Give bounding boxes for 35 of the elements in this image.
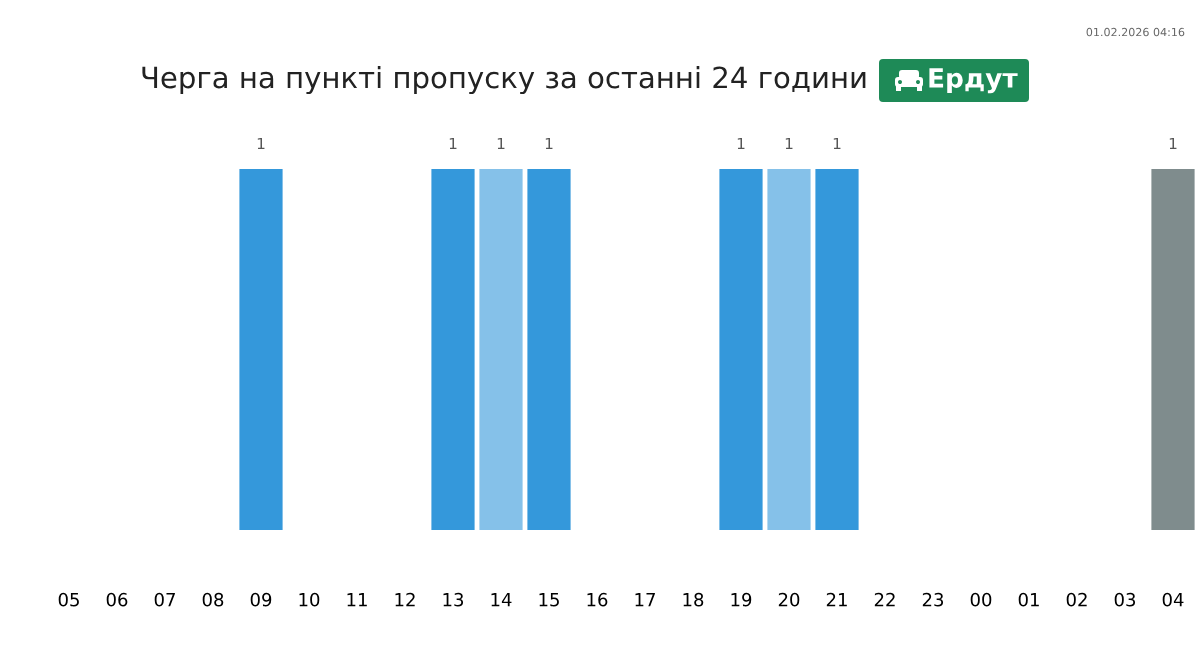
data-label: 1 xyxy=(833,137,841,150)
x-tick-label: 16 xyxy=(587,592,608,607)
x-tick-label: 20 xyxy=(778,592,800,607)
data-label: 1 xyxy=(449,137,457,150)
x-tick-label: 04 xyxy=(1162,592,1184,607)
data-label: 1 xyxy=(1169,137,1177,150)
x-tick-label: 19 xyxy=(731,592,752,607)
x-tick-label: 21 xyxy=(826,592,847,607)
chart-title: Черга на пункті пропуску за останні 24 години xyxy=(142,65,866,95)
data-label: 1 xyxy=(785,137,793,150)
x-tick-label: 10 xyxy=(299,592,320,607)
x-tick-label: 17 xyxy=(635,593,655,607)
x-tick-label: 02 xyxy=(1066,592,1087,607)
x-tick-label: 07 xyxy=(154,592,175,607)
x-tick-label: 12 xyxy=(395,592,415,607)
x-tick-label: 06 xyxy=(106,592,128,607)
x-tick-label: 14 xyxy=(491,593,512,607)
text: Ердут xyxy=(929,68,1018,94)
x-tick-label: 18 xyxy=(683,592,704,607)
text: 01.02.2026 04:16 xyxy=(1086,27,1185,37)
data-label: 1 xyxy=(497,137,505,150)
x-tick-label: 01 xyxy=(1018,592,1039,607)
data-label: 1 xyxy=(737,137,745,150)
x-tick-label: 22 xyxy=(874,592,895,607)
x-tick-label: 09 xyxy=(250,592,272,607)
x-tick-label: 08 xyxy=(202,592,224,607)
x-tick-label: 15 xyxy=(539,593,559,607)
x-tick-label: 05 xyxy=(58,592,79,607)
x-tick-label: 11 xyxy=(347,593,367,607)
x-tick-label: 23 xyxy=(922,592,944,607)
x-tick-label: 00 xyxy=(970,592,992,607)
data-label: 1 xyxy=(257,137,265,150)
x-tick-label: 13 xyxy=(443,592,464,607)
x-tick-label: 03 xyxy=(1114,592,1136,607)
data-label: 1 xyxy=(545,137,553,150)
